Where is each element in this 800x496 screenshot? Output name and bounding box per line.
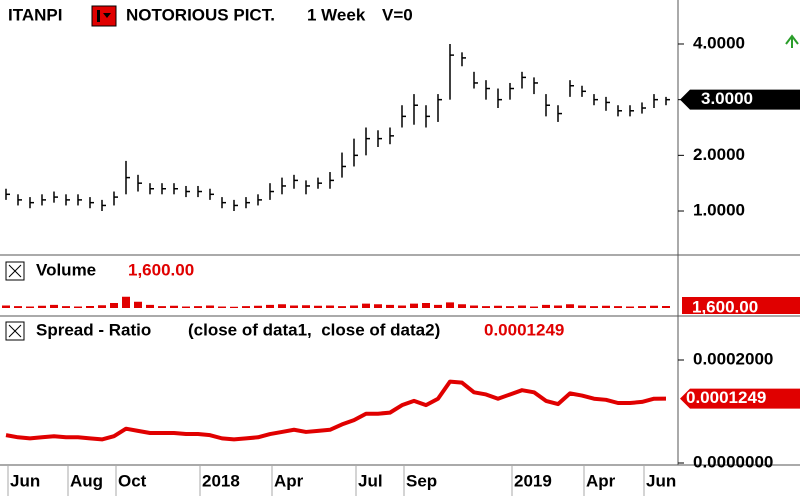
volume-bar — [578, 305, 586, 308]
symbol-menu-icon[interactable] — [91, 5, 117, 27]
x-tick-label: Jul — [358, 471, 383, 490]
x-tick-label: Apr — [586, 471, 616, 490]
volume-bar — [50, 304, 58, 308]
volume-bar — [242, 306, 250, 308]
volume-note: V=0 — [382, 5, 413, 24]
volume-bar — [302, 305, 310, 308]
pane-subtitle: (close of data1, close of data2) — [188, 320, 440, 339]
last-spread-label: 0.0001249 — [686, 388, 766, 407]
volume-bar — [566, 304, 574, 308]
last-price-marker — [680, 89, 800, 110]
volume-bar — [602, 305, 610, 308]
volume-bar — [626, 306, 634, 308]
volume-bar — [542, 304, 550, 308]
x-tick-label: Jun — [10, 471, 40, 490]
last-price-label: 3.0000 — [701, 89, 753, 108]
last-spread-marker — [680, 388, 800, 409]
y-tick-label: 0.0002000 — [693, 349, 773, 368]
volume-bar — [230, 306, 238, 308]
pane-title: Spread - Ratio — [36, 320, 151, 339]
volume-bar — [194, 306, 202, 308]
last-volume-label: 1,600.00 — [692, 297, 758, 316]
volume-bar — [422, 303, 430, 308]
x-tick-label: Aug — [70, 471, 103, 490]
x-tick-label: 2018 — [202, 471, 240, 490]
volume-bar — [278, 304, 286, 308]
symbol-name: NOTORIOUS PICT. — [126, 5, 275, 24]
volume-bar — [314, 305, 322, 308]
volume-bar — [266, 304, 274, 308]
volume-bar — [590, 306, 598, 308]
pane-value: 1,600.00 — [128, 260, 194, 279]
x-tick-label: Jun — [646, 471, 676, 490]
volume-bar — [218, 306, 226, 308]
volume-bar — [290, 305, 298, 308]
volume-bar — [86, 306, 94, 308]
volume-bar — [26, 306, 34, 308]
volume-bar — [638, 306, 646, 308]
volume-bar — [398, 305, 406, 308]
volume-bar — [134, 301, 142, 308]
volume-bar — [74, 306, 82, 308]
volume-bar — [494, 305, 502, 308]
volume-bar — [518, 305, 526, 308]
volume-bar — [182, 306, 190, 308]
scroll-icon[interactable] — [785, 34, 799, 48]
volume-bar — [122, 296, 130, 308]
volume-bar — [62, 306, 70, 308]
pane-title: Volume — [36, 260, 96, 279]
y-tick-label: 0.0000000 — [693, 452, 773, 471]
volume-bar — [170, 305, 178, 308]
volume-bar — [434, 304, 442, 308]
volume-bar — [362, 303, 370, 308]
volume-bar — [410, 303, 418, 308]
volume-bar — [254, 305, 262, 308]
volume-bar — [206, 305, 214, 308]
y-tick-label: 1.0000 — [693, 200, 745, 219]
last-volume-marker — [682, 297, 800, 314]
volume-bar — [614, 306, 622, 308]
close-pane-icon[interactable] — [5, 261, 25, 281]
volume-bar — [2, 305, 10, 308]
volume-bar — [458, 304, 466, 308]
volume-bar — [482, 306, 490, 308]
volume-bar — [338, 306, 346, 308]
volume-bar — [554, 305, 562, 308]
volume-bar — [110, 303, 118, 308]
y-tick-label: 2.0000 — [693, 145, 745, 164]
spread-line — [5, 379, 667, 442]
volume-bar — [650, 305, 658, 308]
pane-value: 0.0001249 — [484, 320, 564, 339]
x-tick-label: Oct — [118, 471, 147, 490]
volume-bar — [326, 305, 334, 308]
x-tick-label: Apr — [274, 471, 304, 490]
close-pane-icon[interactable] — [5, 321, 25, 341]
volume-bar — [14, 306, 22, 308]
volume-bar — [506, 306, 514, 308]
x-tick-label: Sep — [406, 471, 437, 490]
symbol: ITANPI — [8, 5, 62, 24]
volume-bar — [446, 302, 454, 308]
x-tick-label: 2019 — [514, 471, 552, 490]
volume-bar — [374, 304, 382, 308]
volume-bar — [662, 306, 670, 308]
volume-bar — [530, 306, 538, 308]
volume-bar — [350, 305, 358, 308]
volume-bar — [38, 305, 46, 308]
volume-bar — [386, 304, 394, 308]
interval: 1 Week — [307, 5, 366, 24]
volume-bar — [98, 305, 106, 308]
volume-bar — [158, 306, 166, 308]
volume-bar — [146, 304, 154, 308]
y-tick-label: 4.0000 — [693, 33, 745, 52]
volume-bar — [470, 305, 478, 308]
